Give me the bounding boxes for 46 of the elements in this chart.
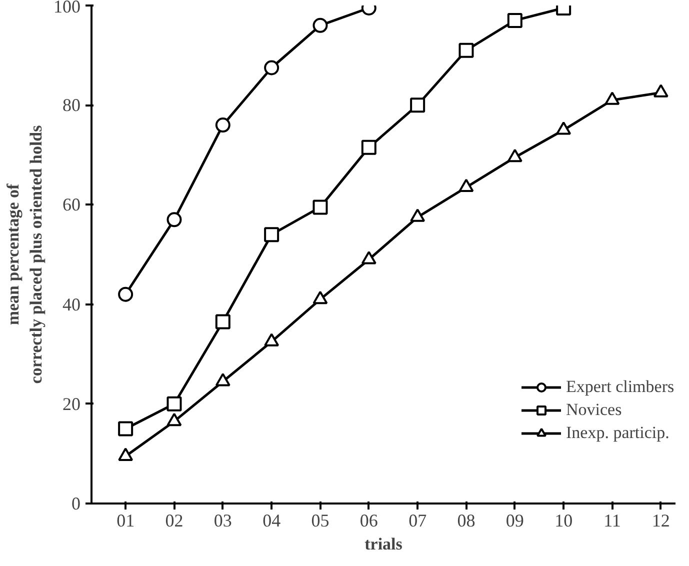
point [361,250,376,264]
y-tick-label: 60 [62,194,80,215]
legend-label: Novices [566,400,622,420]
point [215,118,230,133]
y-tick-label: 20 [62,394,80,414]
legend-label: Expert climbers [566,377,674,397]
point [312,290,328,304]
point [312,18,328,33]
x-axis-title: trials [364,534,403,554]
point [507,12,522,28]
point [118,448,134,461]
x-tick-label: 04 [262,510,281,530]
y-tick-label: 80 [62,95,80,116]
point [264,333,280,346]
x-tick-label: 01 [116,510,135,530]
point [118,421,134,436]
point [264,227,280,242]
point [118,286,134,302]
y-axis-title: mean percentage of correctly placed plus oriented holds [4,124,46,384]
x-tick-label: 11 [604,510,621,530]
x-tick-label: 12 [652,510,670,530]
point [458,42,474,58]
x-tick-label: 10 [554,510,573,530]
x-tick-label: 03 [214,510,232,530]
y-tick-label: 100 [54,0,80,16]
x-tick-label: 06 [360,510,378,530]
x-tick-label: 08 [457,510,476,530]
point [215,314,230,330]
point [166,412,182,426]
point [166,396,182,412]
x-tick-label: 05 [311,510,330,530]
point [312,200,328,215]
point [361,140,376,155]
x-tick-label: 07 [408,510,427,530]
point [410,98,426,113]
legend-label: Inexp. particip. [566,423,670,443]
y-tick-label: 0 [72,494,80,514]
point [264,60,280,76]
point [215,372,230,386]
point [507,148,522,162]
point [166,212,182,228]
x-tick-label: 09 [506,510,524,530]
x-tick-label: 02 [165,510,184,530]
y-tick-label: 40 [62,294,80,314]
point [410,208,426,222]
point [458,178,474,192]
